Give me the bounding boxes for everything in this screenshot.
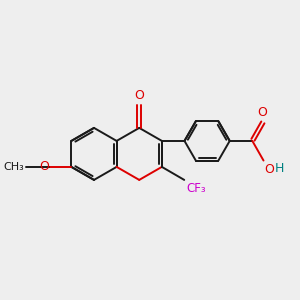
Text: CF₃: CF₃ bbox=[186, 182, 206, 195]
Text: H: H bbox=[275, 162, 285, 175]
Text: O: O bbox=[264, 163, 274, 176]
Text: O: O bbox=[257, 106, 267, 119]
Text: O: O bbox=[39, 160, 49, 173]
Text: O: O bbox=[134, 89, 144, 102]
Text: CH₃: CH₃ bbox=[4, 162, 24, 172]
